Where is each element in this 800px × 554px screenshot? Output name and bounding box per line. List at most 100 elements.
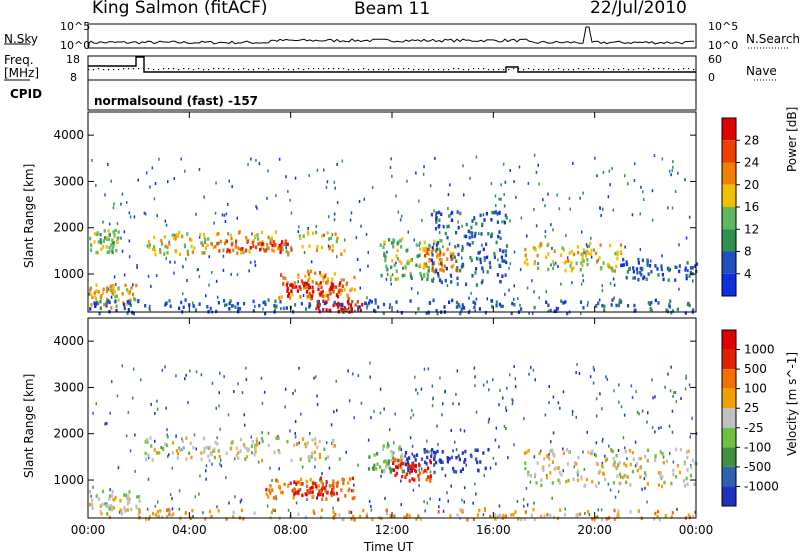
velocity-speckle <box>189 369 191 373</box>
power-cell <box>438 253 441 257</box>
power-cell <box>311 231 315 235</box>
velocity-speckle <box>511 398 513 402</box>
nave-dot <box>428 69 430 71</box>
power-speckle <box>583 251 585 255</box>
power-speckle <box>596 174 598 178</box>
velocity-speckle <box>450 429 452 432</box>
power-cell <box>625 260 628 264</box>
nave-dot <box>308 68 310 70</box>
power-cell <box>228 248 231 253</box>
power-cell <box>622 257 625 262</box>
power-cell <box>676 307 679 312</box>
power-cell <box>553 249 556 253</box>
velocity-cell <box>670 481 673 486</box>
velocity-cell <box>653 517 656 521</box>
power-speckle <box>639 248 642 251</box>
power-cell <box>163 235 166 239</box>
velocity-cell <box>171 441 175 445</box>
power-speckle <box>333 212 336 216</box>
velocity-cell <box>126 502 129 506</box>
velocity-cell <box>272 508 275 512</box>
velocity-speckle <box>548 453 550 457</box>
velocity-cell <box>406 457 409 461</box>
velocity-cell <box>147 453 150 457</box>
power-speckle <box>528 311 530 315</box>
power-cell <box>304 274 307 279</box>
velocity-ytick-label: 4000 <box>53 334 84 348</box>
power-cell <box>288 292 291 296</box>
velocity-cell <box>499 513 502 518</box>
power-speckle <box>224 220 227 223</box>
power-speckle <box>503 204 506 208</box>
power-cell <box>587 251 590 255</box>
power-speckle <box>88 292 91 296</box>
power-speckle <box>184 169 186 173</box>
velocity-cell <box>123 506 126 510</box>
velocity-speckle <box>584 512 586 515</box>
velocity-cell <box>166 508 169 513</box>
velocity-cell <box>543 514 546 518</box>
power-cell <box>493 255 496 259</box>
nave-dot <box>258 68 260 70</box>
velocity-cell <box>181 447 184 451</box>
velocity-speckle <box>498 445 500 449</box>
power-cell <box>490 218 493 222</box>
velocity-cell <box>605 457 609 462</box>
velocity-cell <box>523 451 526 455</box>
velocity-cell <box>662 461 665 465</box>
velocity-cell <box>601 517 604 522</box>
nave-dot <box>208 69 210 71</box>
power-speckle <box>400 214 403 218</box>
velocity-cell <box>389 469 392 474</box>
velocity-cell <box>679 447 682 452</box>
power-cell <box>338 283 341 287</box>
power-cell <box>171 233 174 237</box>
velocity-speckle <box>498 504 501 508</box>
velocity-speckle <box>594 453 596 457</box>
power-speckle <box>336 255 338 259</box>
power-speckle <box>349 218 352 222</box>
power-cell <box>473 216 476 221</box>
velocity-cell <box>558 481 561 485</box>
power-cell <box>569 264 572 268</box>
velocity-speckle <box>606 377 609 381</box>
velocity-cell <box>578 512 582 516</box>
power-cell <box>650 270 653 274</box>
nsky-panel <box>87 23 697 49</box>
power-cell <box>248 250 251 254</box>
power-cell <box>456 210 459 214</box>
power-speckle <box>169 260 171 264</box>
power-cell <box>292 285 295 289</box>
power-speckle <box>294 176 297 180</box>
velocity-speckle <box>557 401 560 405</box>
power-speckle <box>395 194 397 198</box>
velocity-cell <box>324 486 327 490</box>
power-cell <box>584 254 588 258</box>
velocity-cell <box>430 454 433 459</box>
power-cell <box>404 265 407 269</box>
power-cell <box>235 239 238 243</box>
power-speckle <box>513 180 515 184</box>
power-cell <box>159 248 162 252</box>
velocity-speckle <box>592 381 595 385</box>
velocity-cell <box>298 488 301 492</box>
power-cell <box>100 294 103 298</box>
power-speckle <box>128 299 130 303</box>
velocity-speckle <box>607 482 610 486</box>
velocity-ytick-label: 2000 <box>53 427 84 441</box>
velocity-cell <box>130 507 133 512</box>
power-cell <box>654 264 657 268</box>
power-speckle <box>651 218 654 222</box>
velocity-speckle <box>379 387 382 391</box>
velocity-cell <box>540 514 543 519</box>
velocity-cell <box>639 466 642 470</box>
velocity-speckle <box>598 481 600 485</box>
power-speckle <box>668 169 671 173</box>
velocity-speckle <box>187 401 189 404</box>
nave-dot <box>393 68 395 70</box>
power-cell <box>112 230 115 234</box>
power-cell <box>307 278 310 282</box>
power-speckle <box>325 186 328 189</box>
velocity-cell <box>631 451 634 455</box>
power-cell <box>432 298 435 303</box>
